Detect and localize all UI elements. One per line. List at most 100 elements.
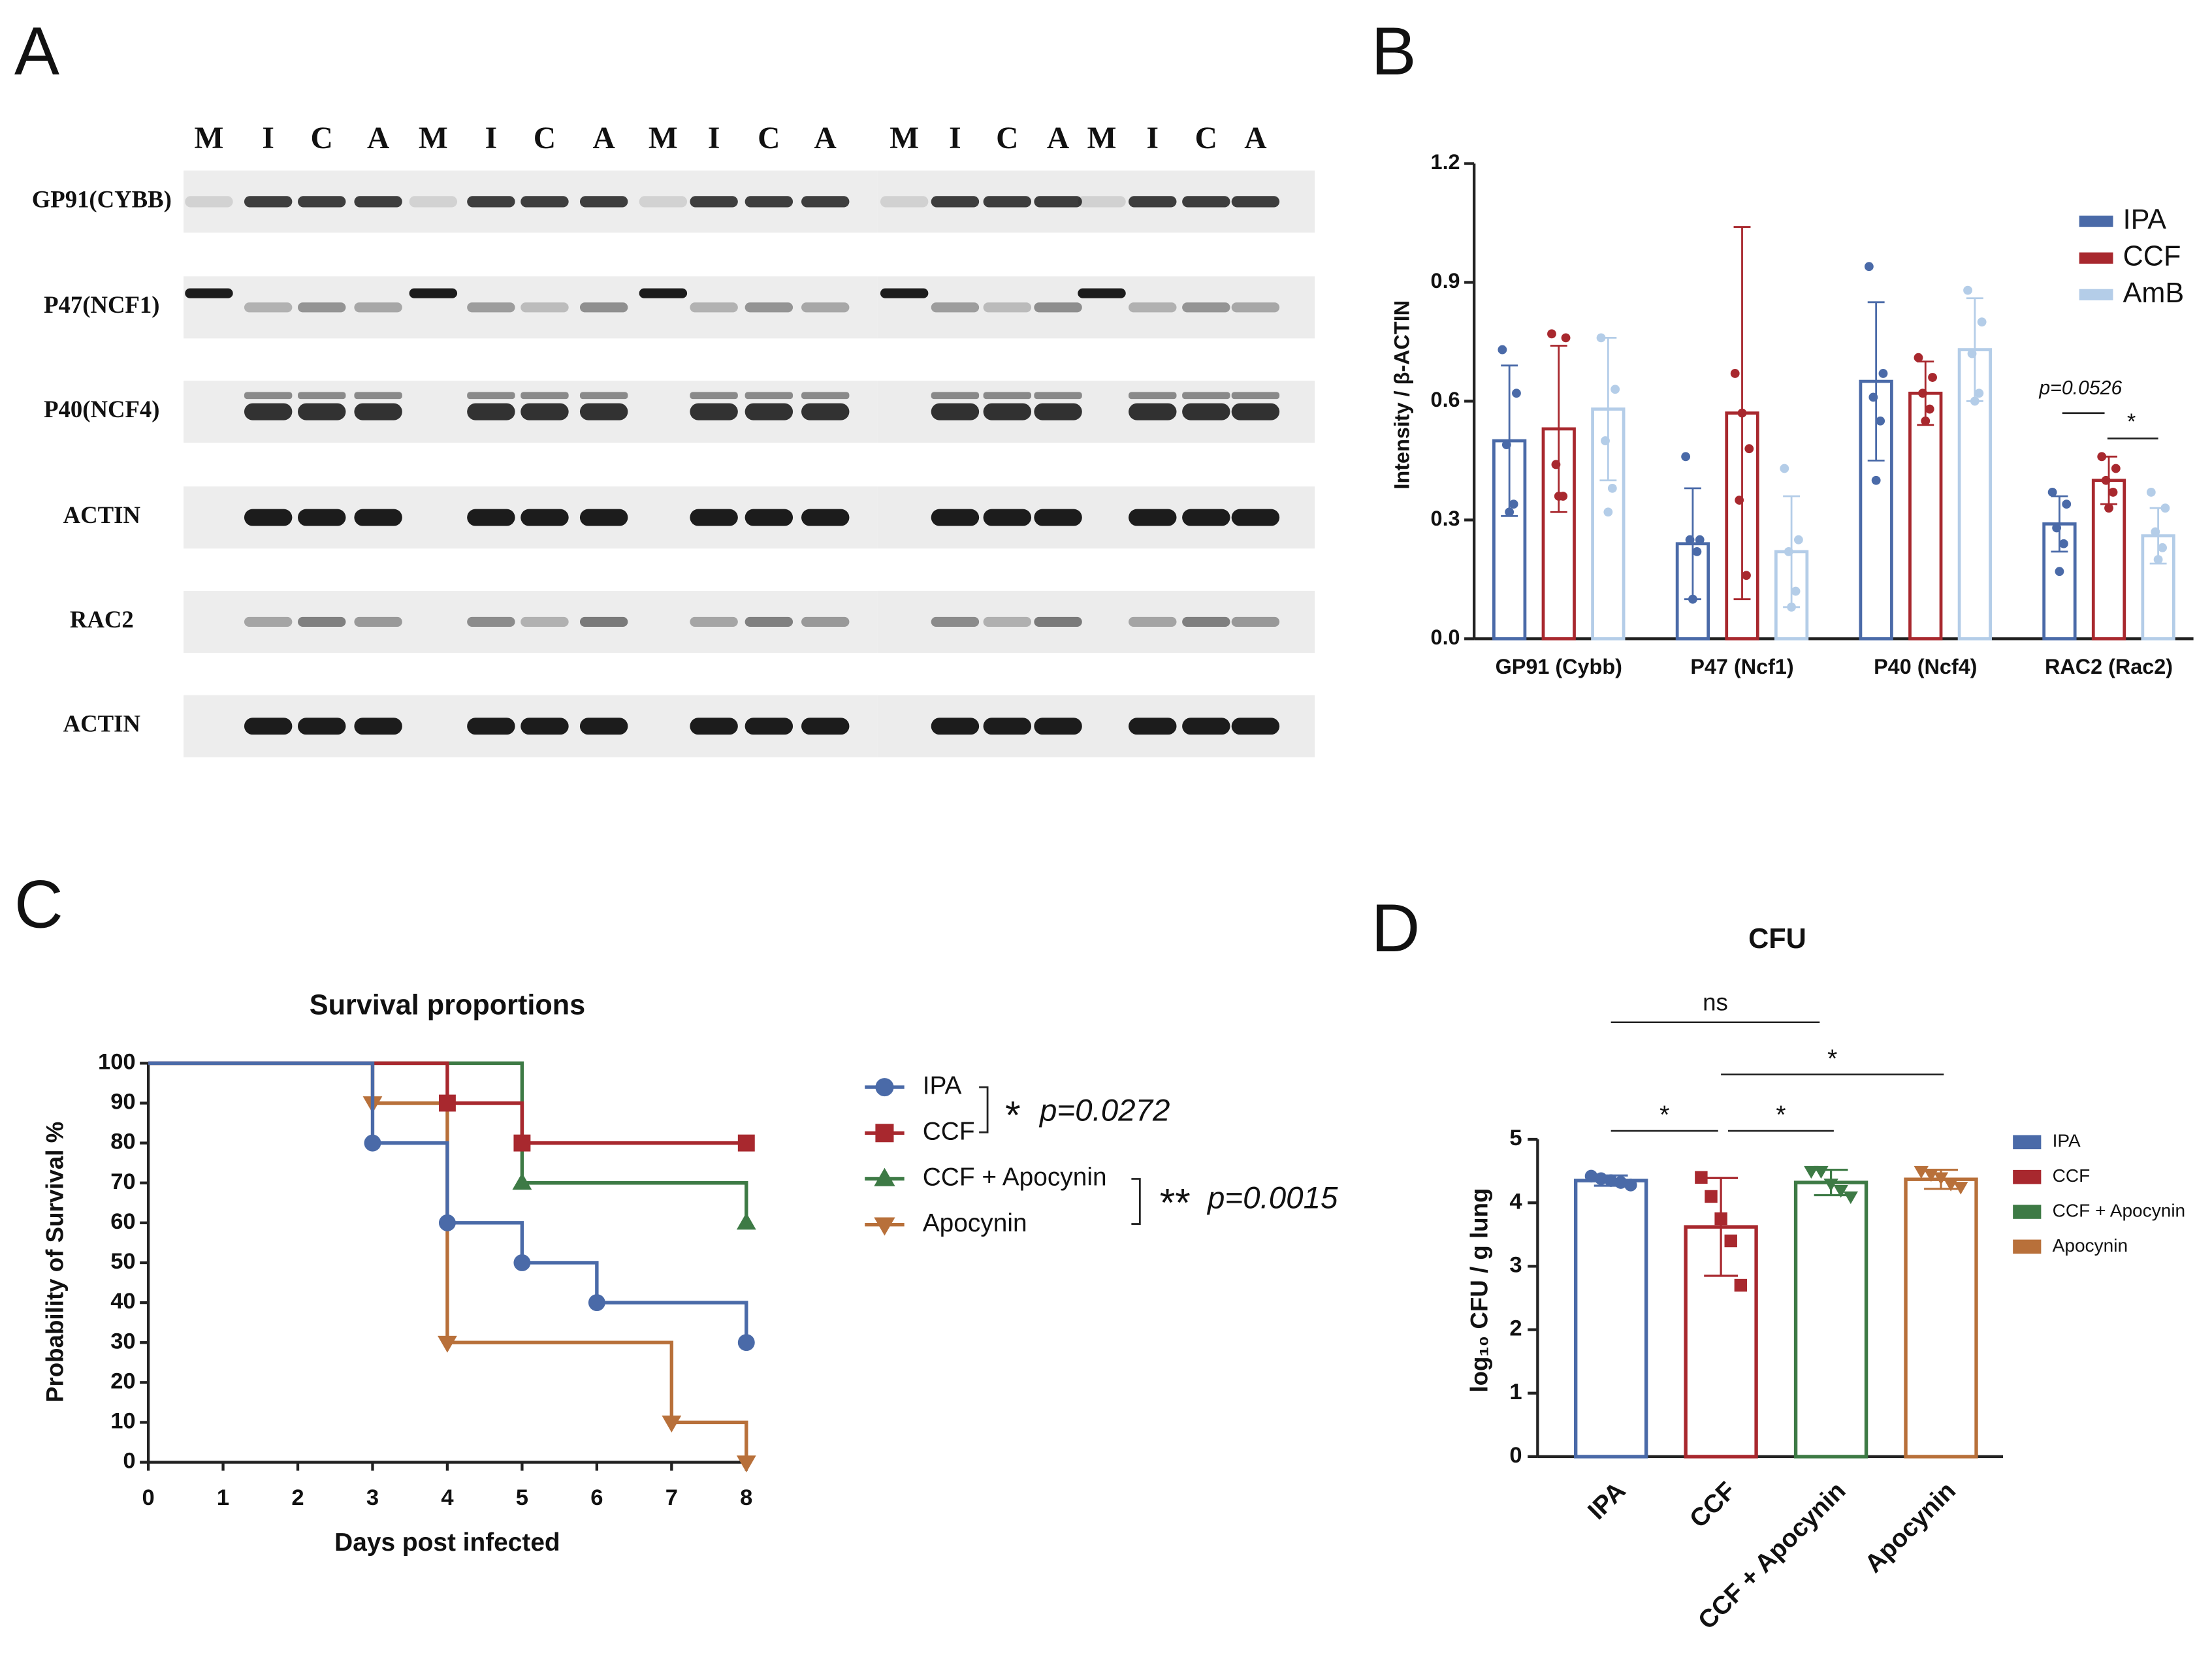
blot-band — [1034, 392, 1082, 400]
blot-band — [1231, 509, 1280, 526]
blot-band — [1231, 302, 1280, 313]
y-axis-label: Intensity / β-ACTIN — [1390, 300, 1414, 490]
legend-marker — [875, 1124, 894, 1143]
blot-band — [298, 718, 346, 735]
blot-band — [1231, 196, 1280, 208]
y-tick-label: 50 — [110, 1249, 135, 1274]
lane-label: A — [1047, 121, 1069, 155]
y-tick-label: 0.0 — [1431, 625, 1460, 649]
y-tick-label: 5 — [1509, 1126, 1522, 1150]
data-point — [1744, 444, 1754, 454]
blot-band — [745, 302, 793, 313]
data-point — [1878, 369, 1888, 378]
blot-band — [931, 718, 980, 735]
data-point — [2101, 475, 2111, 485]
blot-strip — [877, 276, 1315, 339]
x-tick-label: 2 — [291, 1485, 304, 1510]
legend-label: CCF — [923, 1118, 975, 1146]
data-point — [1695, 535, 1705, 545]
x-tick-label: RAC2 (Rac2) — [2045, 655, 2173, 678]
blot-band — [801, 403, 850, 420]
bar — [1573, 1179, 1648, 1459]
blot-band — [521, 616, 569, 627]
lane-label: A — [593, 121, 615, 155]
data-point — [737, 1134, 755, 1152]
significance-stars: ** — [1160, 1180, 1191, 1224]
blot-band — [1034, 616, 1082, 627]
data-point — [1974, 388, 1984, 398]
blot-band — [1129, 302, 1177, 313]
blot-band — [521, 392, 569, 400]
data-point — [1607, 483, 1617, 493]
blot-band — [467, 403, 515, 420]
blot-band — [801, 718, 850, 735]
y-tick-label: 4 — [1509, 1189, 1522, 1214]
data-point — [1730, 369, 1740, 378]
x-axis-label: Days post infected — [334, 1528, 560, 1557]
legend-marker — [875, 1078, 894, 1097]
lane-label: M — [890, 121, 919, 155]
blot-band — [931, 196, 980, 208]
data-point — [1614, 1176, 1627, 1189]
survival-line — [148, 1061, 748, 1343]
data-point — [2158, 543, 2167, 552]
x-tick-label: 5 — [516, 1485, 528, 1510]
lane-label: I — [949, 121, 961, 155]
data-point — [1871, 475, 1881, 485]
data-point — [1933, 1172, 1949, 1185]
data-point — [2047, 488, 2057, 497]
data-point — [513, 1254, 531, 1271]
blot-band — [244, 509, 293, 526]
data-point — [2062, 499, 2072, 509]
legend-marker — [874, 1217, 895, 1236]
lane-label: M — [1087, 121, 1117, 155]
data-point — [1554, 492, 1563, 501]
lane-label: M — [195, 121, 224, 155]
legend-swatch — [2013, 1169, 2042, 1184]
data-point — [1509, 499, 1518, 509]
blot-band — [1231, 616, 1280, 627]
legend-swatch — [2079, 252, 2113, 264]
data-point — [512, 1173, 532, 1190]
blot-band — [1182, 403, 1230, 420]
blot-strip — [184, 590, 878, 653]
y-axis-label: Probability of Survival % — [41, 1122, 68, 1402]
blot-band — [1078, 196, 1126, 208]
blot-band — [880, 196, 929, 208]
blot-band — [983, 403, 1032, 420]
blot-strip — [184, 276, 878, 339]
chart-title: Survival proportions — [310, 989, 585, 1021]
y-tick-label: 0 — [123, 1449, 135, 1474]
blot-band — [690, 196, 738, 208]
blot-band — [1129, 718, 1177, 735]
data-point — [1604, 1174, 1618, 1187]
data-point — [1814, 1165, 1829, 1179]
data-point — [1843, 1191, 1858, 1205]
data-point — [1685, 535, 1695, 545]
data-point — [1611, 385, 1620, 394]
blot-band — [354, 616, 402, 627]
data-point — [364, 1134, 381, 1152]
row-label: GP91(CYBB) — [32, 185, 172, 212]
blot-band — [1182, 509, 1230, 526]
blot-band — [244, 403, 293, 420]
data-point — [2153, 555, 2163, 564]
lane-label: I — [485, 121, 498, 155]
blot-band — [983, 302, 1032, 313]
data-point — [2097, 452, 2107, 462]
data-point — [1624, 1179, 1637, 1192]
lane-label: A — [814, 121, 837, 155]
data-point — [588, 1294, 605, 1312]
blot-band — [409, 288, 458, 298]
lane-label: I — [708, 121, 720, 155]
data-point — [1742, 571, 1751, 580]
data-point — [2111, 464, 2121, 473]
y-tick-label: 0.9 — [1431, 269, 1460, 293]
data-point — [1584, 1169, 1598, 1183]
blot-band — [467, 392, 515, 400]
blot-band — [579, 616, 628, 627]
blot-band — [931, 403, 980, 420]
blot-band — [298, 616, 346, 627]
data-point — [1823, 1179, 1838, 1192]
